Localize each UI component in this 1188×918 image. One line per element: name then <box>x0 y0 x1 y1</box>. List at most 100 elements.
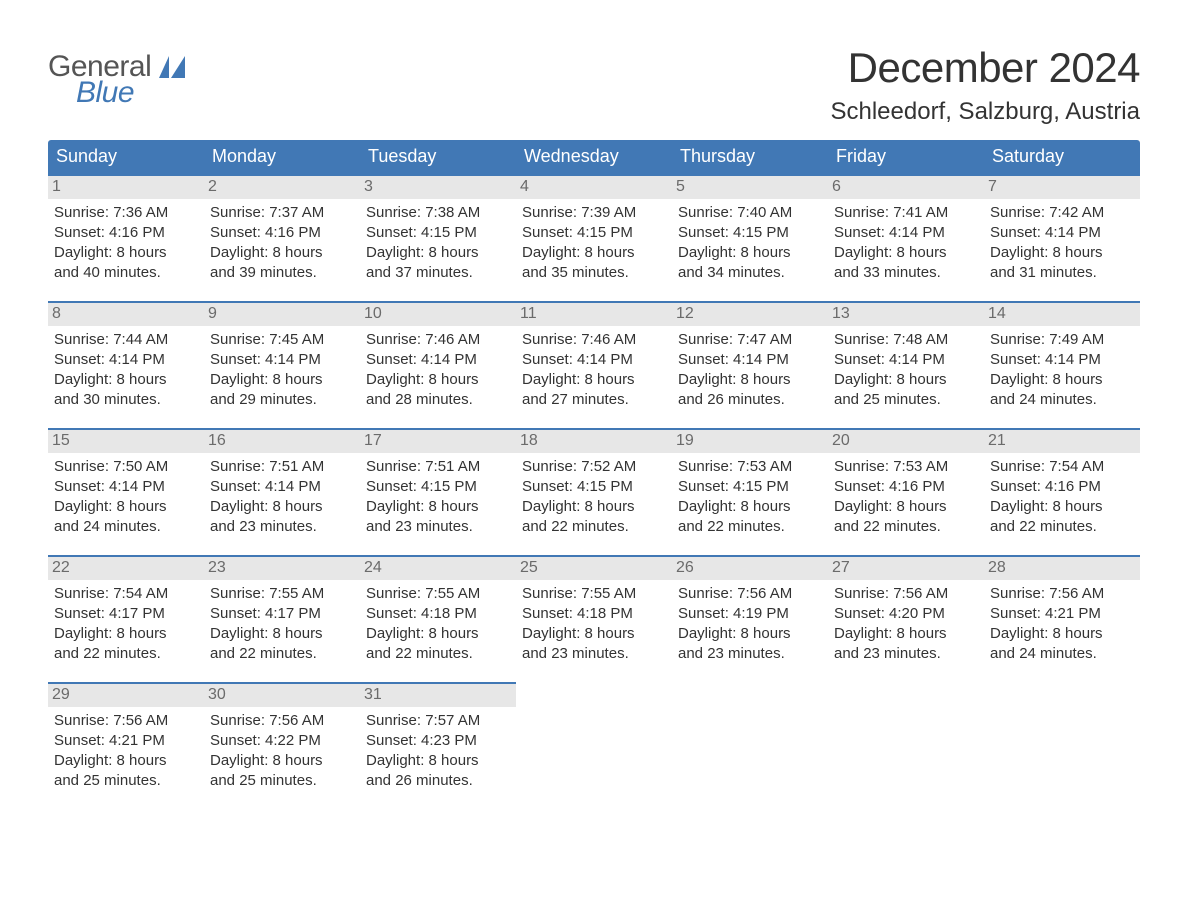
day-content: Sunrise: 7:53 AMSunset: 4:15 PMDaylight:… <box>678 457 822 537</box>
day-number: 18 <box>516 430 672 453</box>
day-number: 14 <box>984 303 1140 326</box>
page: General Blue December 2024 Schleedorf, S… <box>0 0 1188 841</box>
calendar-table: Sunday Monday Tuesday Wednesday Thursday… <box>48 140 1140 809</box>
calendar-body: 1Sunrise: 7:36 AMSunset: 4:16 PMDaylight… <box>48 175 1140 809</box>
day-content: Sunrise: 7:50 AMSunset: 4:14 PMDaylight:… <box>54 457 198 537</box>
day-sunrise: Sunrise: 7:38 AM <box>366 203 510 223</box>
day-number: 10 <box>360 303 516 326</box>
day-day2: and 23 minutes. <box>522 644 666 664</box>
day-sunrise: Sunrise: 7:55 AM <box>210 584 354 604</box>
day-day1: Daylight: 8 hours <box>54 624 198 644</box>
day-sunrise: Sunrise: 7:54 AM <box>54 584 198 604</box>
day-sunset: Sunset: 4:17 PM <box>210 604 354 624</box>
day-day1: Daylight: 8 hours <box>366 370 510 390</box>
calendar-cell: 31 Sunrise: 7:57 AMSunset: 4:23 PMDayligh… <box>360 683 516 809</box>
calendar-cell: 23Sunrise: 7:55 AMSunset: 4:17 PMDayligh… <box>204 556 360 683</box>
day-sunset: Sunset: 4:14 PM <box>678 350 822 370</box>
day-sunrise: Sunrise: 7:57 AM <box>366 711 510 731</box>
calendar-cell: 26 Sunrise: 7:56 AMSunset: 4:19 PMDayligh… <box>672 556 828 683</box>
day-day2: and 28 minutes. <box>366 390 510 410</box>
day-sunset: Sunset: 4:16 PM <box>210 223 354 243</box>
day-sunrise: Sunrise: 7:49 AM <box>990 330 1134 350</box>
day-day2: and 23 minutes. <box>678 644 822 664</box>
day-number: 30 <box>204 684 360 707</box>
day-day2: and 40 minutes. <box>54 263 198 283</box>
day-sunrise: Sunrise: 7:51 AM <box>366 457 510 477</box>
day-content: Sunrise: 7:57 AMSunset: 4:23 PMDaylight:… <box>366 711 510 791</box>
day-number: 5 <box>672 176 828 199</box>
day-day2: and 22 minutes. <box>522 517 666 537</box>
day-day1: Daylight: 8 hours <box>54 370 198 390</box>
day-number: 7 <box>984 176 1140 199</box>
day-content: Sunrise: 7:42 AMSunset: 4:14 PMDaylight:… <box>990 203 1134 283</box>
day-content: Sunrise: 7:46 AMSunset: 4:14 PMDaylight:… <box>366 330 510 410</box>
day-sunrise: Sunrise: 7:51 AM <box>210 457 354 477</box>
calendar-week: 15Sunrise: 7:50 AMSunset: 4:14 PMDayligh… <box>48 429 1140 556</box>
day-sunset: Sunset: 4:21 PM <box>54 731 198 751</box>
day-number: 6 <box>828 176 984 199</box>
day-number: 28 <box>984 557 1140 580</box>
day-sunset: Sunset: 4:16 PM <box>990 477 1134 497</box>
col-saturday: Saturday <box>984 140 1140 175</box>
day-sunrise: Sunrise: 7:45 AM <box>210 330 354 350</box>
header: General Blue December 2024 Schleedorf, S… <box>48 32 1140 126</box>
day-content: Sunrise: 7:55 AMSunset: 4:18 PMDaylight:… <box>522 584 666 664</box>
calendar-cell: 9Sunrise: 7:45 AMSunset: 4:14 PMDaylight… <box>204 302 360 429</box>
day-sunrise: Sunrise: 7:54 AM <box>990 457 1134 477</box>
day-content: Sunrise: 7:40 AMSunset: 4:15 PMDaylight:… <box>678 203 822 283</box>
day-number: 11 <box>516 303 672 326</box>
day-sunrise: Sunrise: 7:39 AM <box>522 203 666 223</box>
day-day2: and 39 minutes. <box>210 263 354 283</box>
calendar-cell: 3Sunrise: 7:38 AMSunset: 4:15 PMDaylight… <box>360 175 516 302</box>
day-content: Sunrise: 7:49 AMSunset: 4:14 PMDaylight:… <box>990 330 1134 410</box>
day-content: Sunrise: 7:55 AMSunset: 4:17 PMDaylight:… <box>210 584 354 664</box>
calendar-cell: 16Sunrise: 7:51 AMSunset: 4:14 PMDayligh… <box>204 429 360 556</box>
calendar-cell: 14 Sunrise: 7:49 AMSunset: 4:14 PMDayligh… <box>984 302 1140 429</box>
day-sunset: Sunset: 4:15 PM <box>366 223 510 243</box>
day-day2: and 22 minutes. <box>678 517 822 537</box>
day-day2: and 30 minutes. <box>54 390 198 410</box>
calendar-cell: 29Sunrise: 7:56 AMSunset: 4:21 PMDayligh… <box>48 683 204 809</box>
day-number: 31 <box>360 684 516 707</box>
day-day1: Daylight: 8 hours <box>210 497 354 517</box>
page-title-month: December 2024 <box>830 44 1140 92</box>
day-sunrise: Sunrise: 7:55 AM <box>366 584 510 604</box>
day-sunset: Sunset: 4:22 PM <box>210 731 354 751</box>
day-content: Sunrise: 7:38 AMSunset: 4:15 PMDaylight:… <box>366 203 510 283</box>
day-content: Sunrise: 7:41 AMSunset: 4:14 PMDaylight:… <box>834 203 978 283</box>
day-sunset: Sunset: 4:14 PM <box>54 350 198 370</box>
day-number: 29 <box>48 684 204 707</box>
calendar-cell: 15Sunrise: 7:50 AMSunset: 4:14 PMDayligh… <box>48 429 204 556</box>
col-friday: Friday <box>828 140 984 175</box>
page-title-location: Schleedorf, Salzburg, Austria <box>830 98 1140 126</box>
day-number: 26 <box>672 557 828 580</box>
logo-text: General Blue <box>48 52 151 108</box>
day-sunset: Sunset: 4:15 PM <box>366 477 510 497</box>
calendar-cell: 7 Sunrise: 7:42 AMSunset: 4:14 PMDaylight… <box>984 175 1140 302</box>
day-sunrise: Sunrise: 7:48 AM <box>834 330 978 350</box>
day-sunset: Sunset: 4:18 PM <box>366 604 510 624</box>
day-sunset: Sunset: 4:15 PM <box>522 477 666 497</box>
title-block: December 2024 Schleedorf, Salzburg, Aust… <box>830 32 1140 126</box>
day-day1: Daylight: 8 hours <box>834 243 978 263</box>
day-day2: and 22 minutes. <box>54 644 198 664</box>
day-content: Sunrise: 7:56 AMSunset: 4:19 PMDaylight:… <box>678 584 822 664</box>
day-sunset: Sunset: 4:14 PM <box>210 350 354 370</box>
day-day2: and 22 minutes. <box>366 644 510 664</box>
day-content: Sunrise: 7:54 AMSunset: 4:17 PMDaylight:… <box>54 584 198 664</box>
day-day2: and 24 minutes. <box>990 644 1134 664</box>
day-day1: Daylight: 8 hours <box>990 243 1134 263</box>
calendar-week: 8Sunrise: 7:44 AMSunset: 4:14 PMDaylight… <box>48 302 1140 429</box>
day-sunset: Sunset: 4:14 PM <box>990 223 1134 243</box>
day-sunrise: Sunrise: 7:50 AM <box>54 457 198 477</box>
day-content: Sunrise: 7:48 AMSunset: 4:14 PMDaylight:… <box>834 330 978 410</box>
day-day2: and 25 minutes. <box>834 390 978 410</box>
day-sunrise: Sunrise: 7:55 AM <box>522 584 666 604</box>
calendar-cell: 20Sunrise: 7:53 AMSunset: 4:16 PMDayligh… <box>828 429 984 556</box>
calendar-week: 22Sunrise: 7:54 AMSunset: 4:17 PMDayligh… <box>48 556 1140 683</box>
day-content: Sunrise: 7:51 AMSunset: 4:14 PMDaylight:… <box>210 457 354 537</box>
day-number: 27 <box>828 557 984 580</box>
day-sunrise: Sunrise: 7:56 AM <box>990 584 1134 604</box>
day-day1: Daylight: 8 hours <box>522 370 666 390</box>
day-day2: and 22 minutes. <box>834 517 978 537</box>
